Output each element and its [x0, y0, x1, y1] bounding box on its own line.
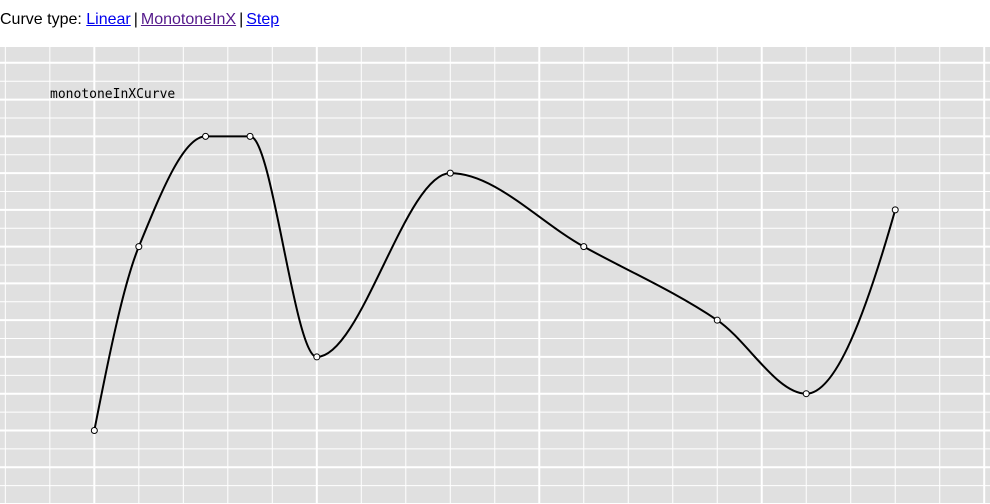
data-point: [135, 243, 143, 251]
step-link[interactable]: Step: [246, 11, 280, 28]
data-point: [446, 169, 454, 177]
monotone-in-x-link[interactable]: MonotoneInX: [140, 11, 237, 28]
curve-type-selector: Curve type: Linear | MonotoneInX | Step: [0, 11, 279, 33]
data-point: [802, 390, 810, 398]
data-points: [90, 132, 899, 434]
monotone-curve-line: [93, 135, 897, 431]
chart-title: monotoneInXCurve: [50, 87, 175, 102]
linear-link[interactable]: Linear: [86, 11, 131, 28]
data-point: [713, 316, 721, 324]
data-point: [580, 243, 588, 251]
data-point: [313, 353, 321, 361]
data-point: [202, 132, 210, 140]
curve-type-label: Curve type:: [0, 11, 82, 28]
data-point: [90, 426, 98, 434]
major-gridlines: [0, 47, 990, 504]
data-point: [891, 206, 899, 214]
data-point: [246, 132, 254, 140]
separator: |: [239, 11, 244, 28]
minor-gridlines: [0, 47, 990, 504]
separator: |: [133, 11, 138, 28]
chart: monotoneInXCurve: [0, 47, 990, 504]
